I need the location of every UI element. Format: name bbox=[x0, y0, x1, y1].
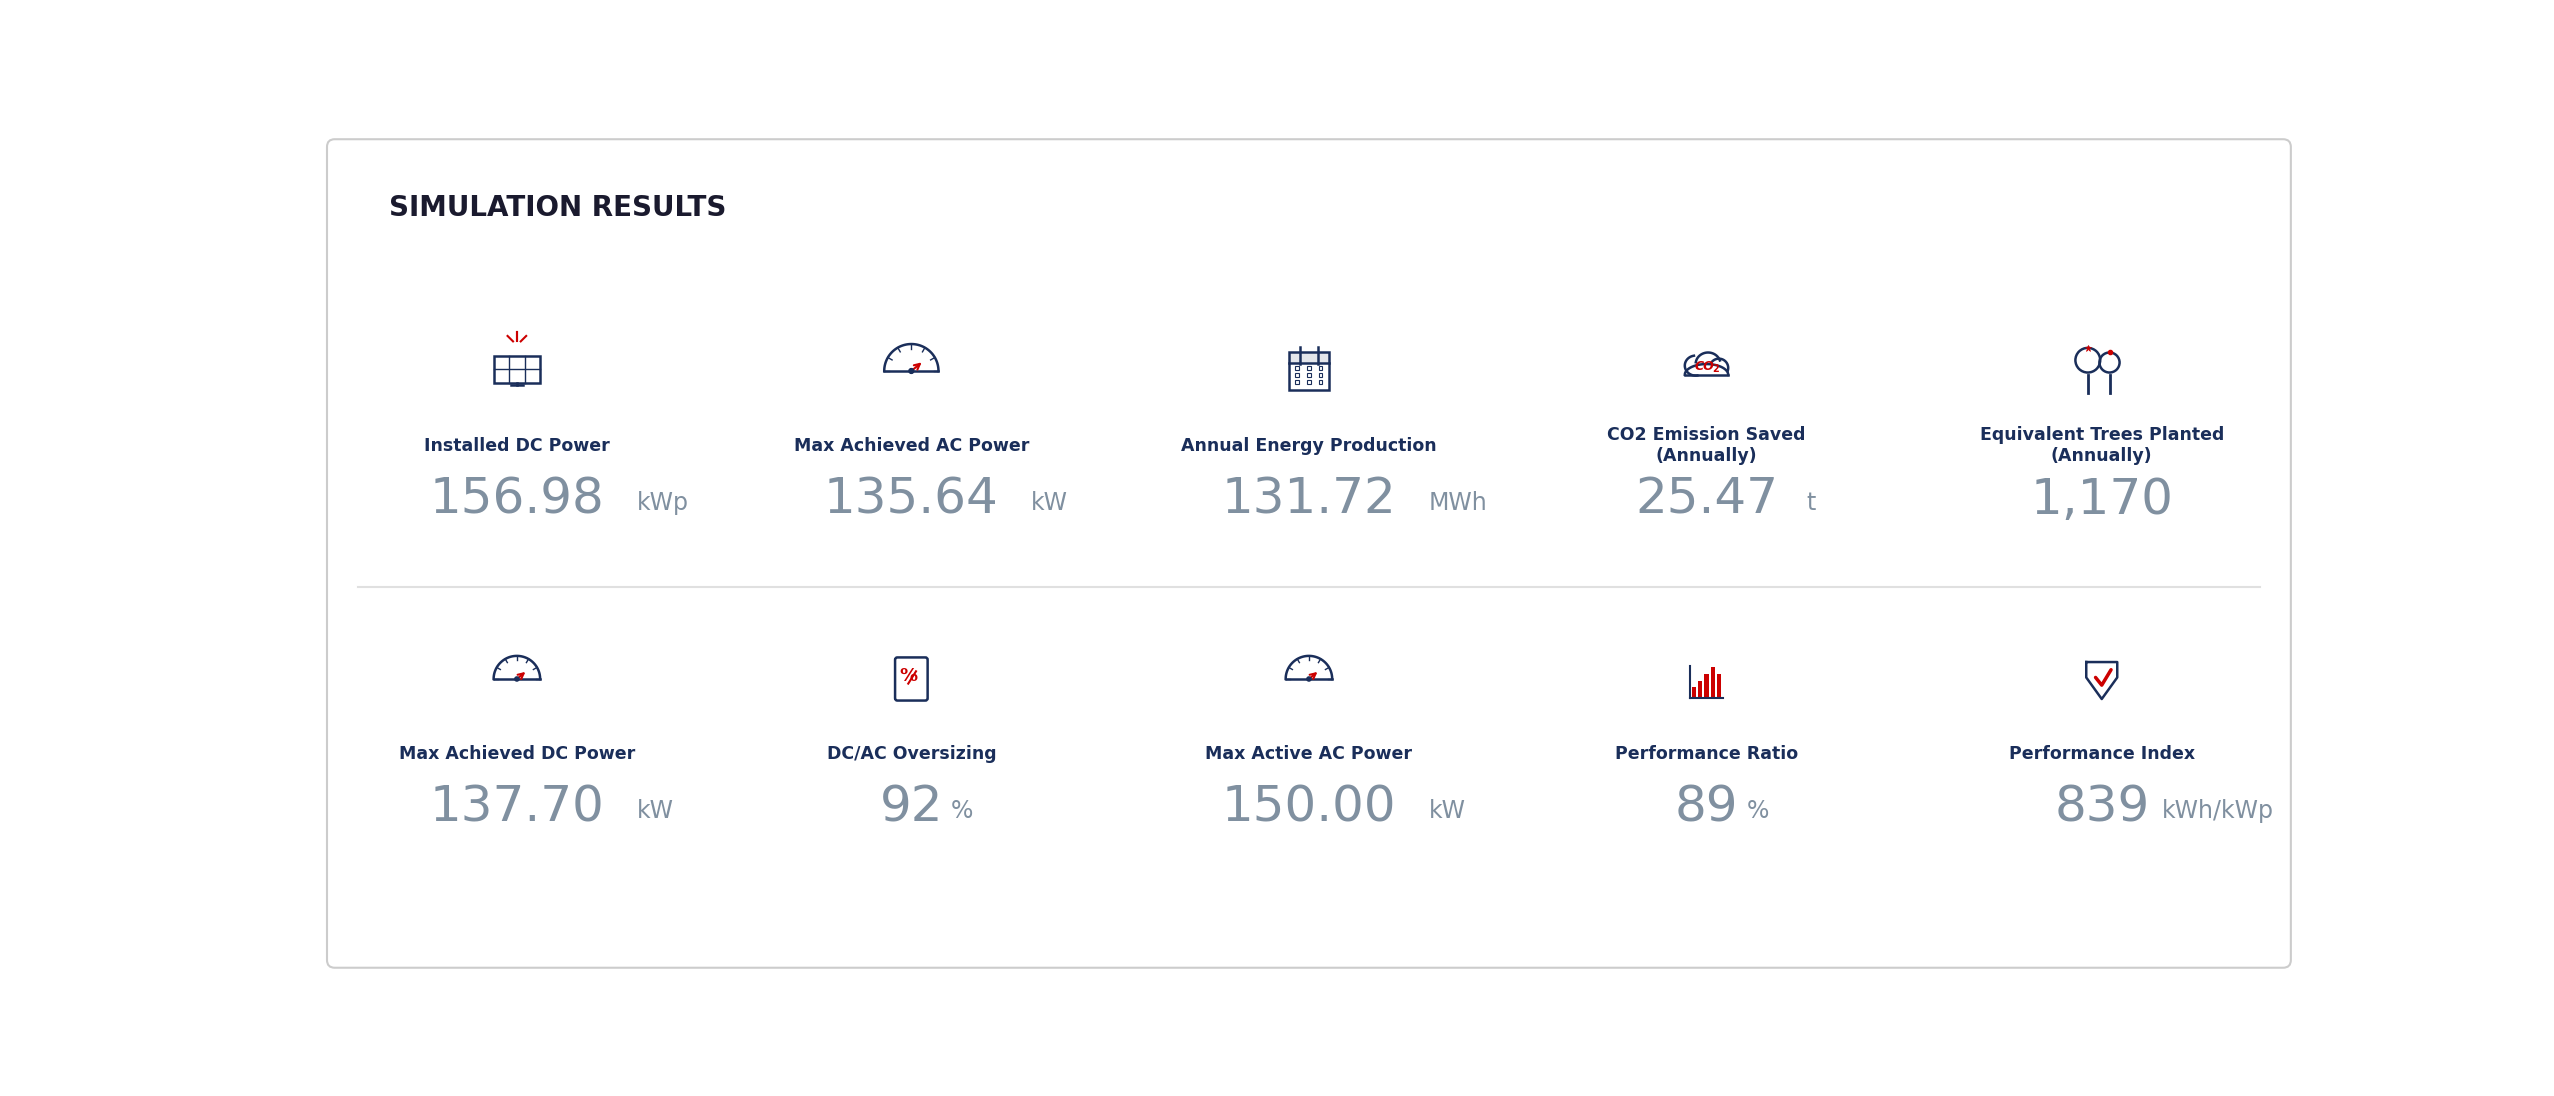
Bar bbox=[1691, 687, 1696, 698]
Text: 92: 92 bbox=[879, 784, 942, 832]
Bar bbox=[1295, 380, 1300, 384]
Bar bbox=[1308, 366, 1310, 369]
Bar bbox=[1318, 366, 1323, 369]
Bar bbox=[1318, 380, 1323, 384]
Text: kWh/kWp: kWh/kWp bbox=[2161, 799, 2273, 823]
Text: %: % bbox=[899, 666, 917, 685]
Text: 137.70: 137.70 bbox=[429, 784, 605, 832]
Text: t: t bbox=[1806, 491, 1816, 515]
Text: Max Active AC Power: Max Active AC Power bbox=[1205, 744, 1412, 763]
Text: kWp: kWp bbox=[636, 491, 690, 515]
Text: SIMULATION RESULTS: SIMULATION RESULTS bbox=[388, 194, 725, 221]
Text: CO2 Emission Saved
(Annually): CO2 Emission Saved (Annually) bbox=[1606, 426, 1806, 465]
Text: kW: kW bbox=[636, 799, 674, 823]
Text: %: % bbox=[1747, 799, 1770, 823]
Bar bbox=[1308, 373, 1310, 377]
Text: DC/AC Oversizing: DC/AC Oversizing bbox=[827, 744, 996, 763]
Bar bbox=[1698, 682, 1704, 698]
Bar bbox=[1308, 380, 1310, 384]
Bar bbox=[1704, 674, 1709, 698]
Text: 89: 89 bbox=[1675, 784, 1739, 832]
Bar bbox=[493, 356, 539, 383]
Bar bbox=[1290, 352, 1328, 390]
Text: 2: 2 bbox=[1711, 365, 1719, 375]
Text: Max Achieved DC Power: Max Achieved DC Power bbox=[398, 744, 636, 763]
Text: 135.64: 135.64 bbox=[825, 476, 999, 524]
Text: Performance Index: Performance Index bbox=[2007, 744, 2194, 763]
Bar bbox=[1295, 366, 1300, 369]
Text: Annual Energy Production: Annual Energy Production bbox=[1180, 436, 1438, 455]
Text: Performance Ratio: Performance Ratio bbox=[1614, 744, 1798, 763]
Text: 150.00: 150.00 bbox=[1221, 784, 1397, 832]
Text: kW: kW bbox=[1428, 799, 1466, 823]
Text: 1,170: 1,170 bbox=[2030, 476, 2173, 524]
Circle shape bbox=[1308, 677, 1310, 681]
Text: %: % bbox=[950, 799, 973, 823]
Text: Max Achieved AC Power: Max Achieved AC Power bbox=[794, 436, 1029, 455]
Text: CO: CO bbox=[1693, 359, 1714, 373]
Circle shape bbox=[909, 368, 914, 374]
Bar bbox=[1711, 667, 1714, 698]
Text: 131.72: 131.72 bbox=[1221, 476, 1397, 524]
Bar bbox=[1290, 352, 1328, 363]
Text: Installed DC Power: Installed DC Power bbox=[424, 436, 610, 455]
Text: MWh: MWh bbox=[1428, 491, 1486, 515]
Bar bbox=[1716, 674, 1721, 698]
Text: 839: 839 bbox=[2053, 784, 2150, 832]
Text: 156.98: 156.98 bbox=[429, 476, 605, 524]
Circle shape bbox=[516, 677, 518, 681]
Text: Equivalent Trees Planted
(Annually): Equivalent Trees Planted (Annually) bbox=[1979, 426, 2225, 465]
Bar bbox=[1318, 373, 1323, 377]
Text: kW: kW bbox=[1032, 491, 1068, 515]
Text: 25.47: 25.47 bbox=[1635, 476, 1778, 524]
Bar bbox=[1295, 373, 1300, 377]
FancyBboxPatch shape bbox=[327, 139, 2291, 968]
